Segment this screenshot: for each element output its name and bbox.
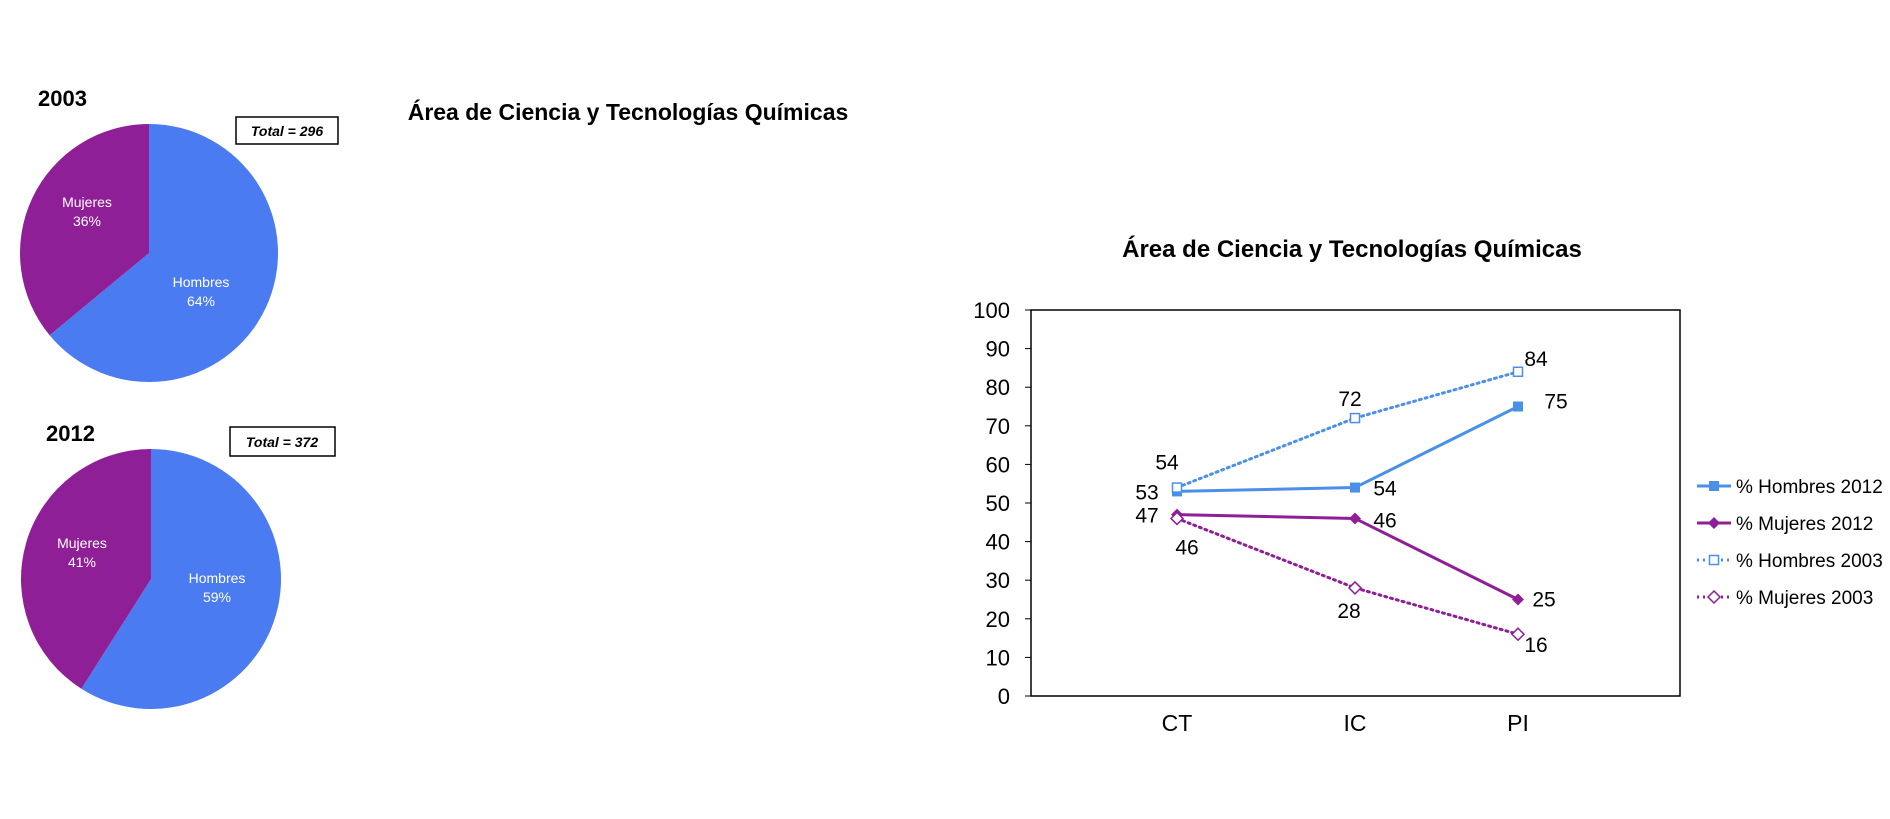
y-tick-label: 40 <box>986 530 1010 555</box>
line-data-label: 46 <box>1175 536 1198 559</box>
pie-slice-value: 59% <box>203 589 231 605</box>
pie-2012-title: 2012 <box>46 421 95 446</box>
bar-chart-2003: Área de Ciencia y Tecnologías Químicas <box>408 98 849 125</box>
pie-2012-total-box <box>229 426 336 457</box>
line-marker-square-open <box>1708 554 1720 566</box>
pie-chart-2003: 2003 Total = 296 Hombres 64% Mujeres 36% <box>20 86 339 382</box>
line-marker-square <box>1513 401 1523 412</box>
pie-slice-hombres <box>49 124 278 382</box>
line-data-label: 16 <box>1524 634 1547 657</box>
series-line-0 <box>1175 405 1520 493</box>
line-marker-square-open <box>1349 412 1361 424</box>
legend-label: % Hombres 2012 <box>1736 477 1883 498</box>
y-tick-label: 10 <box>986 645 1010 670</box>
line-marker-diamond-open <box>1706 589 1722 605</box>
series-line-1 <box>1175 513 1520 601</box>
line-data-label: 46 <box>1373 509 1396 532</box>
y-tick-label: 70 <box>986 414 1010 439</box>
pie-slice-label: Hombres <box>189 570 246 586</box>
legend-label: % Hombres 2003 <box>1736 551 1883 572</box>
y-tick-label: 100 <box>973 298 1010 323</box>
legend-label: % Mujeres 2003 <box>1736 588 1873 609</box>
line-marker-diamond-open <box>1169 511 1185 526</box>
line-marker-diamond-open <box>1510 627 1526 642</box>
line-data-label: 54 <box>1373 478 1397 501</box>
pie-2012-total-label: Total = 372 <box>246 434 318 450</box>
line-data-label: 25 <box>1532 589 1555 612</box>
y-tick-label: 30 <box>986 568 1010 593</box>
line-chart: Área de Ciencia y Tecnologías Químicas 0… <box>973 235 1883 736</box>
pie-2003-title: 2003 <box>38 86 87 111</box>
line-plot-frame <box>1030 309 1681 697</box>
line-data-label: 54 <box>1155 452 1179 475</box>
pie-slice-hombres <box>81 449 282 710</box>
pie-slice-label: Mujeres <box>62 194 112 210</box>
y-tick-label: 0 <box>998 684 1010 709</box>
pie-slice-value: 36% <box>73 213 101 229</box>
pie-2003-total-box <box>235 116 339 145</box>
line-marker-diamond-open <box>1347 580 1363 595</box>
line-data-label: 47 <box>1135 505 1158 528</box>
line-marker-square <box>1709 481 1719 491</box>
line-marker-square-open <box>1171 482 1183 493</box>
pie-chart-2012: 2012 Total = 372 Hombres 59% Mujeres 41% <box>21 421 336 710</box>
pie-slice-label: Mujeres <box>57 535 107 551</box>
x-tick-label: CT <box>1162 710 1193 736</box>
y-tick-label: 80 <box>986 375 1010 400</box>
bar-chart-title: Área de Ciencia y Tecnologías Químicas <box>408 98 849 125</box>
pie-2003-total-label: Total = 296 <box>251 123 323 139</box>
x-tick-label: IC <box>1344 710 1367 736</box>
line-data-label: 72 <box>1338 388 1361 411</box>
line-data-label: 84 <box>1524 348 1548 371</box>
y-tick-label: 60 <box>986 452 1010 477</box>
legend-label: % Mujeres 2012 <box>1736 514 1873 535</box>
pie-slice-value: 64% <box>187 293 215 309</box>
y-tick-label: 20 <box>986 607 1010 632</box>
line-data-label: 75 <box>1544 391 1567 414</box>
line-marker-square-open <box>1512 366 1524 378</box>
pie-slice-label: Hombres <box>173 274 230 290</box>
x-tick-label: PI <box>1507 710 1529 736</box>
line-marker-diamond <box>1708 517 1720 529</box>
line-marker-diamond <box>1512 593 1524 606</box>
line-data-label: 53 <box>1135 481 1158 504</box>
y-tick-label: 50 <box>986 491 1010 516</box>
pie-slice-mujeres <box>20 124 150 336</box>
pie-slice-value: 41% <box>68 554 96 570</box>
y-tick-label: 90 <box>986 337 1010 362</box>
pie-slice-mujeres <box>21 448 152 689</box>
line-chart-title: Área de Ciencia y Tecnologías Químicas <box>1122 235 1582 263</box>
line-marker-diamond <box>1349 512 1361 525</box>
line-marker-square <box>1350 482 1360 493</box>
line-data-label: 28 <box>1337 600 1360 623</box>
